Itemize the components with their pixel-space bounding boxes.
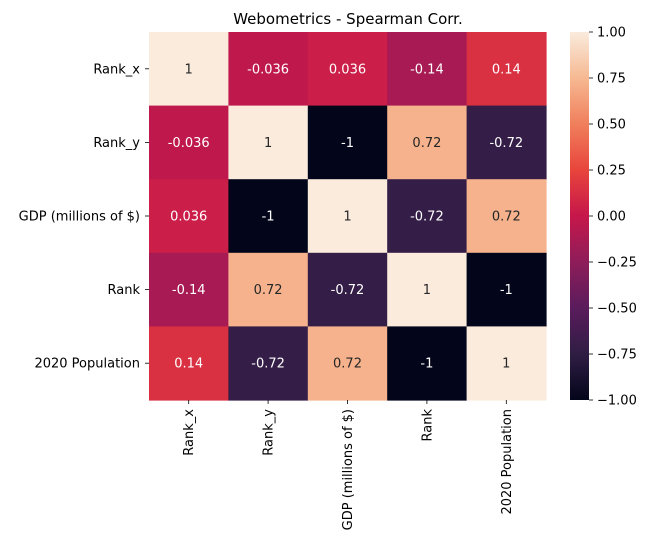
colorbar-tick-label: 1.00 — [597, 26, 626, 41]
heatmap-cell — [466, 252, 547, 327]
cell-value-label: 0.036 — [329, 62, 366, 77]
colorbar-ticks: 1.00 0.75 0.50 0.25 0.00 −0.25 −0.50 −0.75 −1.00 — [589, 26, 637, 409]
heatmap-cell — [387, 326, 468, 401]
cell-value-label: 0.72 — [333, 357, 362, 372]
cell-value-label: 1 — [185, 62, 193, 77]
cell-value-label: -1 — [500, 283, 513, 298]
colorbar — [570, 32, 589, 400]
cell-value-label: -1 — [420, 357, 433, 372]
cell-value-label: -0.72 — [251, 357, 285, 372]
y-tick-label: 2020 Population — [34, 357, 140, 372]
heatmap-cell — [387, 32, 468, 107]
heatmap-cell — [228, 326, 309, 401]
heatmap-cell — [149, 252, 229, 327]
colorbar-tick-label: −0.25 — [597, 256, 637, 271]
cell-value-label: -0.72 — [410, 210, 444, 225]
cell-value-label: 1 — [423, 283, 431, 298]
y-tick-label: Rank_x — [93, 62, 140, 77]
heatmap-cell — [228, 179, 309, 254]
cell-value-label: 0.14 — [174, 357, 203, 372]
cell-value-label: -1 — [262, 210, 275, 225]
cell-value-label: -0.72 — [331, 283, 365, 298]
colorbar-tick-label: −0.50 — [597, 302, 637, 317]
heatmap-cells — [149, 32, 547, 401]
colorbar-tick-label: −1.00 — [597, 394, 637, 409]
cell-value-label: 1 — [264, 136, 272, 151]
heatmap-cell — [466, 32, 547, 107]
cell-value-label: -0.72 — [489, 136, 523, 151]
y-tick-label: GDP (millions of $) — [19, 210, 140, 225]
cell-value-label: -0.036 — [168, 136, 210, 151]
colorbar-tick-label: 0.50 — [597, 118, 626, 133]
heatmap-cell — [228, 252, 309, 327]
heatmap-cell — [387, 252, 468, 327]
heatmap-cell — [387, 105, 468, 180]
cell-value-label: 1 — [502, 357, 510, 372]
heatmap-cell — [387, 179, 468, 254]
cell-value-label: -0.036 — [247, 62, 289, 77]
heatmap-cell — [307, 252, 388, 327]
x-tick-label: GDP (millions of $) — [341, 409, 356, 530]
x-tick-label: 2020 Population — [500, 409, 515, 515]
heatmap-cell-labels: 1 -0.036 0.036 -0.14 0.14 -0.036 1 -1 0.72 -0.72 0… — [168, 62, 523, 371]
colorbar-tick-label: 0.25 — [597, 164, 626, 179]
heatmap-cell — [149, 32, 229, 107]
cell-value-label: 0.14 — [492, 62, 521, 77]
cell-value-label: -1 — [341, 136, 354, 151]
colorbar-tick-label: 0.75 — [597, 72, 626, 87]
cell-value-label: -0.14 — [172, 283, 206, 298]
cell-value-label: 0.72 — [254, 283, 283, 298]
x-tick-label: Rank — [420, 409, 435, 442]
cell-value-label: 0.036 — [170, 210, 207, 225]
heatmap-cell — [466, 105, 547, 180]
x-axis-ticks: Rank_x Rank_y GDP (millions of $) Rank 2020 … — [182, 400, 515, 530]
heatmap-cell — [228, 32, 309, 107]
heatmap-cell — [307, 32, 388, 107]
heatmap-cell — [149, 179, 229, 254]
heatmap-cell — [228, 105, 309, 180]
heatmap-cell — [307, 105, 388, 180]
chart-title: Webometrics - Spearman Corr. — [233, 10, 463, 28]
cell-value-label: 0.72 — [492, 210, 521, 225]
heatmap-cell — [466, 179, 547, 254]
x-tick-label: Rank_y — [262, 409, 277, 456]
y-tick-label: Rank — [108, 283, 141, 298]
colorbar-tick-label: 0.00 — [597, 210, 626, 225]
y-tick-label: Rank_y — [93, 136, 140, 151]
heatmap-cell — [149, 326, 229, 401]
heatmap-cell — [307, 179, 388, 254]
cell-value-label: 0.72 — [412, 136, 441, 151]
cell-value-label: 1 — [343, 210, 351, 225]
heatmap-cell — [149, 105, 229, 180]
cell-value-label: -0.14 — [410, 62, 444, 77]
heatmap-cell — [466, 326, 547, 401]
y-axis-ticks: Rank_x Rank_y GDP (millions of $) Rank 2020 … — [19, 62, 149, 372]
x-tick-label: Rank_x — [182, 409, 197, 456]
colorbar-tick-label: −0.75 — [597, 348, 637, 363]
heatmap-cell — [307, 326, 388, 401]
